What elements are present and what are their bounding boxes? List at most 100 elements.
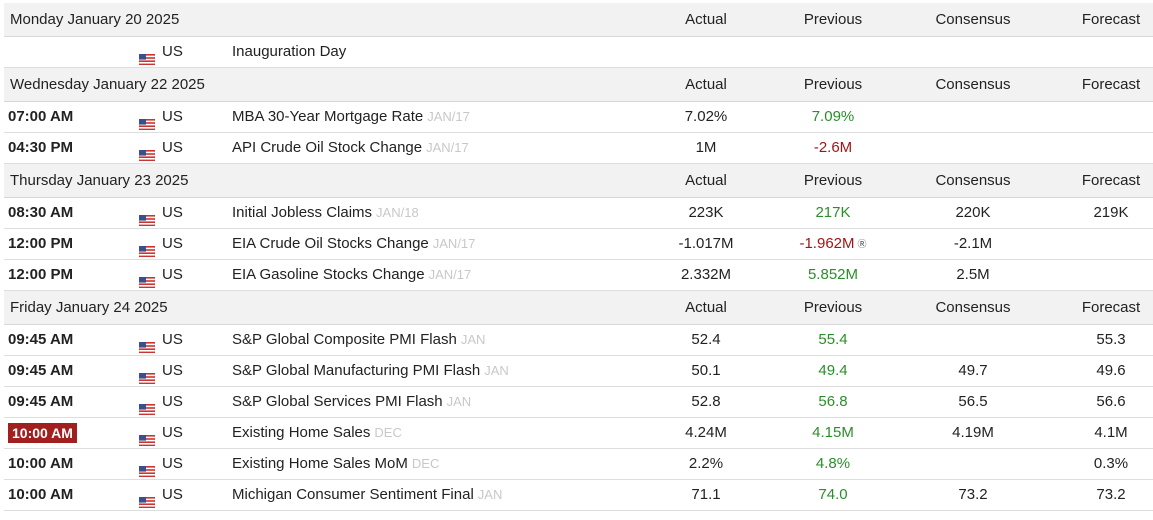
event-name-link[interactable]: Michigan Consumer Sentiment Final JAN [232, 480, 502, 510]
event-name-link[interactable]: S&P Global Manufacturing PMI Flash JAN [232, 356, 509, 386]
event-country: US [162, 486, 183, 503]
country-flag [138, 458, 156, 478]
us-flag-icon [138, 434, 156, 447]
actual-value: 7.02% [684, 108, 728, 125]
day-date: Friday January 24 2025 [10, 299, 168, 316]
event-row[interactable]: 10:00 AM US Existing Home Sales DEC 4.24M 4.1… [4, 418, 1153, 449]
us-flag-icon [138, 465, 156, 478]
col-actual-header[interactable]: Actual [685, 11, 727, 28]
col-actual-header[interactable]: Actual [685, 172, 727, 189]
previous-value: -2.6M [763, 133, 903, 163]
event-reference-period: JAN [460, 332, 486, 347]
col-previous-header[interactable]: Previous [803, 172, 863, 189]
event-row[interactable]: 10:00 AM US Michigan Consumer Sentiment Fi… [4, 480, 1153, 511]
event-name[interactable]: S&P Global Composite PMI Flash [232, 331, 457, 348]
col-actual-header[interactable]: Actual [685, 76, 727, 93]
country-flag [138, 269, 156, 289]
previous-value: 4.8% [763, 449, 903, 479]
previous-number: 56.8 [818, 393, 848, 410]
consensus-value: 4.19M [952, 424, 994, 441]
event-row[interactable]: 09:45 AM US S&P Global Composite PMI Flash… [4, 325, 1153, 356]
event-name-link[interactable]: S&P Global Composite PMI Flash JAN [232, 325, 485, 355]
forecast-value: 56.6 [1096, 393, 1126, 410]
event-row[interactable]: US Inauguration Day [4, 37, 1153, 68]
event-name-link[interactable]: Inauguration Day [232, 37, 350, 67]
col-actual-header[interactable]: Actual [685, 299, 727, 316]
col-previous-header[interactable]: Previous [803, 76, 863, 93]
previous-number: 4.15M [812, 424, 854, 441]
col-forecast-header[interactable]: Forecast [1081, 11, 1141, 28]
event-row[interactable]: 10:00 AM US Existing Home Sales MoM DEC 2.2%… [4, 449, 1153, 480]
event-name-link[interactable]: Existing Home Sales DEC [232, 418, 402, 448]
event-country: US [162, 455, 183, 472]
us-flag-icon [138, 118, 156, 131]
event-name[interactable]: EIA Gasoline Stocks Change [232, 266, 425, 283]
previous-value: 217K [763, 198, 903, 228]
event-reference-period: JAN/17 [432, 236, 476, 251]
us-flag-icon [138, 372, 156, 385]
event-name[interactable]: S&P Global Manufacturing PMI Flash [232, 362, 481, 379]
event-reference-period: JAN [446, 394, 472, 409]
event-name-link[interactable]: MBA 30-Year Mortgage Rate JAN/17 [232, 102, 470, 132]
event-name[interactable]: API Crude Oil Stock Change [232, 139, 423, 156]
event-name-link[interactable]: S&P Global Services PMI Flash JAN [232, 387, 471, 417]
event-name[interactable]: Existing Home Sales [232, 424, 371, 441]
forecast-value: 219K [1093, 204, 1129, 221]
event-time: 04:30 PM [8, 139, 74, 156]
col-consensus-header[interactable]: Consensus [935, 11, 1011, 28]
event-name[interactable]: Existing Home Sales MoM [232, 455, 408, 472]
previous-value: 74.0 [763, 480, 903, 510]
forecast-value: 49.6 [1096, 362, 1126, 379]
event-reference-period: JAN/17 [426, 140, 469, 155]
event-reference-period: JAN/17 [428, 267, 472, 282]
previous-number: -1.962M [799, 235, 855, 252]
event-row[interactable]: 09:45 AM US S&P Global Services PMI Flash J… [4, 387, 1153, 418]
event-time: 10:00 AM [8, 418, 77, 449]
event-row[interactable]: 07:00 AM US MBA 30-Year Mortgage Rate JAN/1… [4, 102, 1153, 133]
forecast-value: 55.3 [1096, 331, 1126, 348]
previous-value: 49.4 [763, 356, 903, 386]
event-name-link[interactable]: Existing Home Sales MoM DEC [232, 449, 439, 479]
event-name[interactable]: MBA 30-Year Mortgage Rate [232, 108, 424, 125]
event-name[interactable]: Inauguration Day [232, 43, 347, 60]
previous-number: 5.852M [807, 266, 859, 283]
col-previous-header[interactable]: Previous [803, 11, 863, 28]
event-country: US [162, 43, 183, 60]
forecast-value: 0.3% [1093, 455, 1129, 472]
event-reference-period: DEC [374, 425, 402, 440]
previous-value: 7.09% [763, 102, 903, 132]
event-name-link[interactable]: API Crude Oil Stock Change JAN/17 [232, 133, 469, 163]
col-previous-header[interactable]: Previous [803, 299, 863, 316]
event-name-link[interactable]: EIA Crude Oil Stocks Change JAN/17 [232, 229, 475, 259]
forecast-value: 73.2 [1096, 486, 1126, 503]
event-name[interactable]: Initial Jobless Claims [232, 204, 373, 221]
event-name-link[interactable]: EIA Gasoline Stocks Change JAN/17 [232, 260, 471, 290]
event-row[interactable]: 08:30 AM US Initial Jobless Claims JAN/18 22… [4, 198, 1153, 229]
event-name[interactable]: S&P Global Services PMI Flash [232, 393, 443, 410]
event-time: 09:45 AM [8, 362, 74, 379]
actual-value: 223K [688, 204, 724, 221]
event-row[interactable]: 09:45 AM US S&P Global Manufacturing PMI F… [4, 356, 1153, 387]
col-forecast-header[interactable]: Forecast [1081, 76, 1141, 93]
event-name-link[interactable]: Initial Jobless Claims JAN/18 [232, 198, 419, 228]
event-row[interactable]: 12:00 PM US EIA Crude Oil Stocks Change JAN… [4, 229, 1153, 260]
event-name[interactable]: Michigan Consumer Sentiment Final [232, 486, 474, 503]
event-country: US [162, 108, 183, 125]
col-consensus-header[interactable]: Consensus [935, 299, 1011, 316]
event-name[interactable]: EIA Crude Oil Stocks Change [232, 235, 429, 252]
day-date: Wednesday January 22 2025 [10, 76, 205, 93]
event-row[interactable]: 12:00 PM US EIA Gasoline Stocks Change JAN/… [4, 260, 1153, 291]
previous-number: 55.4 [818, 331, 848, 348]
previous-number: 7.09% [811, 108, 855, 125]
country-flag [138, 46, 156, 66]
revised-indicator-icon[interactable]: Ⓡ [857, 239, 867, 249]
col-consensus-header[interactable]: Consensus [935, 76, 1011, 93]
col-forecast-header[interactable]: Forecast [1081, 299, 1141, 316]
col-forecast-header[interactable]: Forecast [1081, 172, 1141, 189]
event-row[interactable]: 04:30 PM US API Crude Oil Stock Change JAN/… [4, 133, 1153, 164]
event-reference-period: DEC [411, 456, 440, 471]
consensus-value: 73.2 [958, 486, 988, 503]
col-consensus-header[interactable]: Consensus [935, 172, 1011, 189]
economic-calendar-table: Monday January 20 2025 Actual Previous Cons… [4, 3, 1153, 511]
event-reference-period: JAN [477, 487, 503, 502]
